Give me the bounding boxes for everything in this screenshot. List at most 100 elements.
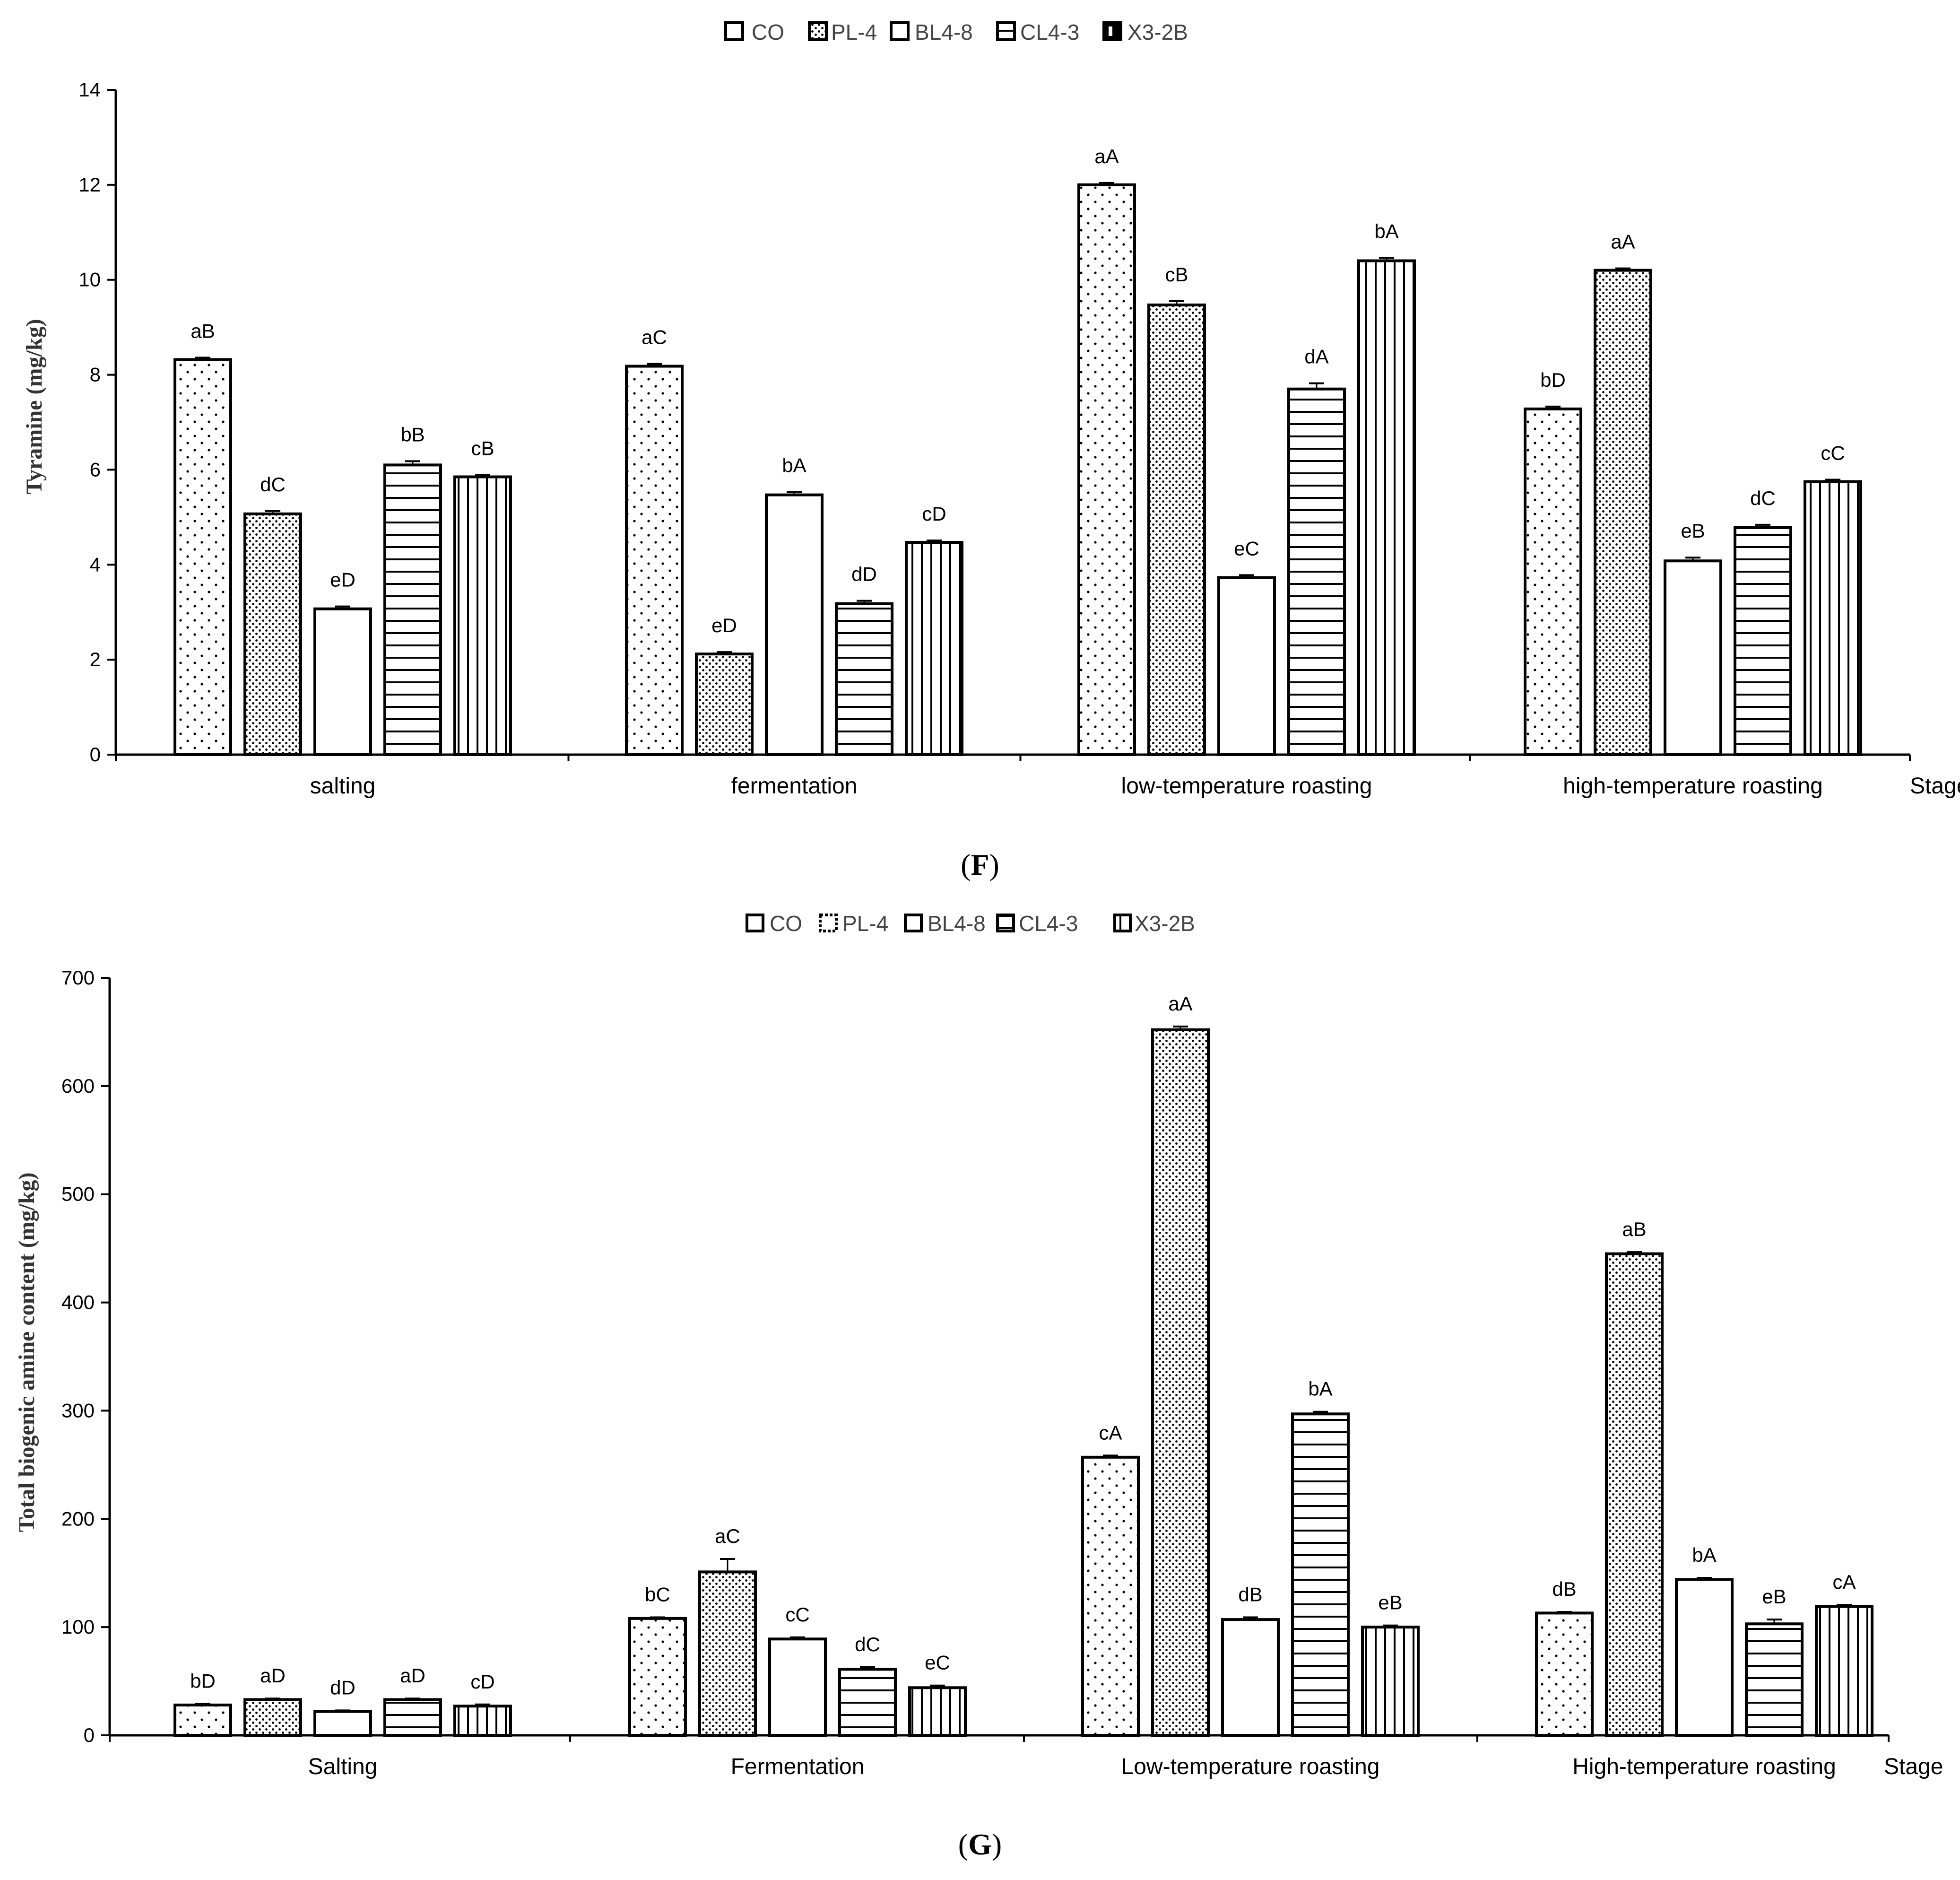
category-label-f-salting: salting <box>310 774 376 799</box>
significance-label-g-x3-2b-fermentation: eC <box>925 1652 950 1674</box>
significance-label-g-bl4-8-high-temperature-roasting: bA <box>1692 1544 1716 1566</box>
bar-g-x3-2b-fermentation <box>908 1686 967 1737</box>
y-axis-title-g: Total biogenic amine content (mg/kg) <box>14 1173 39 1532</box>
legend-swatch-co <box>746 914 764 932</box>
bar-f-x3-2b-salting <box>453 475 512 756</box>
significance-label-f-cl4-3-high-temperature-roasting: dC <box>1750 487 1776 509</box>
significance-label-f-cl4-3-low-temperature-roasting: dA <box>1304 346 1328 368</box>
legend-label-x3-2b: X3-2B <box>1127 20 1188 44</box>
legend-item-cl4-3: CL4-3 <box>996 20 1079 44</box>
y-tick-label-g-300: 300 <box>61 1399 95 1421</box>
bar-g-pl-4-high-temperature-roasting <box>1605 1252 1664 1737</box>
x-axis-title-f: Stage <box>1910 774 1960 799</box>
bar-g-x3-2b-high-temperature-roasting <box>1815 1605 1873 1737</box>
significance-label-g-bl4-8-salting: dD <box>330 1676 356 1698</box>
bar-g-bl4-8-fermentation <box>768 1637 827 1737</box>
legend-label-pl-4: PL-4 <box>831 20 877 44</box>
significance-label-g-pl-4-low-temperature-roasting: aA <box>1168 992 1192 1015</box>
significance-label-g-cl4-3-low-temperature-roasting: bA <box>1308 1378 1332 1400</box>
legend-label-pl-4: PL-4 <box>842 911 888 936</box>
legend-label-cl4-3: CL4-3 <box>1019 911 1078 936</box>
bar-g-x3-2b-salting <box>453 1705 512 1737</box>
y-axis-title-f: Tyramine (mg/kg) <box>22 319 47 494</box>
legend-item-pl-4: PL-4 <box>819 911 888 936</box>
y-tick-label-f-6: 6 <box>90 458 101 480</box>
y-tick-label-f-10: 10 <box>78 269 101 291</box>
legend-item-pl-4: PL-4 <box>808 20 877 44</box>
significance-label-f-bl4-8-low-temperature-roasting: eC <box>1234 537 1259 559</box>
bar-f-bl4-8-salting <box>313 607 372 757</box>
legend-swatch-bl4-8 <box>904 914 923 932</box>
legend-swatch-x3-2b <box>1113 914 1132 932</box>
legend-swatch-pl-4 <box>808 21 828 41</box>
bar-f-cl4-3-high-temperature-roasting <box>1734 526 1792 756</box>
bar-g-co-salting <box>173 1703 232 1737</box>
y-tick-label-g-200: 200 <box>61 1507 95 1530</box>
legend-f: CO PL-4 BL4-8 CL4-3 X3-2B <box>724 20 1188 44</box>
bar-g-bl4-8-low-temperature-roasting <box>1221 1618 1280 1737</box>
bar-g-co-low-temperature-roasting <box>1081 1455 1140 1737</box>
significance-label-f-x3-2b-low-temperature-roasting: bA <box>1374 220 1398 243</box>
category-label-f-low-temperature-roasting: low-temperature roasting <box>1121 774 1372 799</box>
panel-label-f: (F) <box>961 848 999 881</box>
category-label-f-fermentation: fermentation <box>731 774 858 799</box>
bar-g-co-fermentation <box>628 1617 687 1737</box>
y-tick-label-f-12: 12 <box>78 174 101 196</box>
y-tick-label-f-14: 14 <box>78 78 101 101</box>
bar-g-cl4-3-salting <box>383 1698 442 1737</box>
bar-f-cl4-3-low-temperature-roasting <box>1287 387 1346 756</box>
bar-f-bl4-8-low-temperature-roasting <box>1217 576 1276 757</box>
bar-f-pl-4-low-temperature-roasting <box>1147 303 1206 756</box>
bar-f-co-fermentation <box>625 365 684 756</box>
bar-f-co-low-temperature-roasting <box>1077 183 1136 756</box>
y-tick-label-g-700: 700 <box>61 966 95 989</box>
significance-label-f-bl4-8-high-temperature-roasting: eB <box>1681 520 1705 542</box>
y-tick-label-g-400: 400 <box>61 1291 95 1314</box>
significance-label-f-co-high-temperature-roasting: bD <box>1540 369 1566 391</box>
x-axis-title-g: Stage <box>1884 1754 1943 1779</box>
significance-label-f-pl-4-high-temperature-roasting: aA <box>1611 231 1635 253</box>
significance-label-g-x3-2b-salting: cD <box>470 1671 494 1693</box>
significance-label-f-co-salting: aB <box>191 320 215 342</box>
significance-label-f-cl4-3-salting: bB <box>400 423 425 445</box>
legend-label-x3-2b: X3-2B <box>1135 911 1195 936</box>
y-tick-label-f-2: 2 <box>90 648 101 670</box>
bar-f-cl4-3-fermentation <box>835 602 893 756</box>
significance-label-g-bl4-8-fermentation: cC <box>785 1603 809 1626</box>
significance-label-f-bl4-8-fermentation: bA <box>782 454 806 477</box>
y-tick-label-g-100: 100 <box>61 1616 95 1638</box>
y-tick-label-g-500: 500 <box>61 1183 95 1205</box>
legend-swatch-cl4-3 <box>996 21 1016 41</box>
significance-label-g-pl-4-high-temperature-roasting: aB <box>1622 1218 1646 1240</box>
legend-label-co: CO <box>752 20 784 44</box>
bar-g-cl4-3-low-temperature-roasting <box>1291 1412 1350 1737</box>
significance-label-g-cl4-3-high-temperature-roasting: eB <box>1762 1585 1786 1608</box>
legend-label-bl4-8: BL4-8 <box>915 20 973 44</box>
chart-g: 0 100 200 300 400 500 600 700 Salting Fermentatio… <box>61 966 1890 1779</box>
bar-f-x3-2b-high-temperature-roasting <box>1804 480 1862 756</box>
y-tick-label-f-4: 4 <box>90 553 101 575</box>
significance-label-g-co-high-temperature-roasting: dB <box>1552 1578 1576 1600</box>
category-label-f-high-temperature-roasting: high-temperature roasting <box>1563 774 1823 799</box>
significance-label-f-bl4-8-salting: eD <box>330 569 356 591</box>
y-tick-label-f-8: 8 <box>90 364 101 386</box>
legend-item-cl4-3: CL4-3 <box>996 911 1078 936</box>
legend-item-x3-2b: X3-2B <box>1102 20 1188 44</box>
significance-label-g-co-low-temperature-roasting: cA <box>1099 1421 1122 1444</box>
legend-swatch-cl4-3 <box>996 914 1015 932</box>
bar-g-pl-4-salting <box>243 1698 302 1737</box>
legend-swatch-bl4-8 <box>890 21 910 41</box>
significance-label-f-pl-4-fermentation: eD <box>711 614 737 636</box>
bar-f-cl4-3-salting <box>383 463 442 756</box>
significance-label-g-co-salting: bD <box>190 1670 216 1692</box>
bar-g-co-high-temperature-roasting <box>1535 1611 1594 1737</box>
y-tick-label-g-600: 600 <box>61 1075 95 1097</box>
significance-label-f-x3-2b-high-temperature-roasting: cC <box>1821 442 1845 464</box>
significance-label-f-pl-4-salting: dC <box>260 473 286 496</box>
bar-f-co-high-temperature-roasting <box>1524 407 1582 756</box>
significance-label-g-pl-4-salting: aD <box>260 1664 286 1687</box>
significance-label-g-cl4-3-fermentation: dC <box>855 1633 880 1655</box>
bar-f-bl4-8-high-temperature-roasting <box>1664 559 1722 757</box>
legend-swatch-x3-2b <box>1102 21 1122 41</box>
